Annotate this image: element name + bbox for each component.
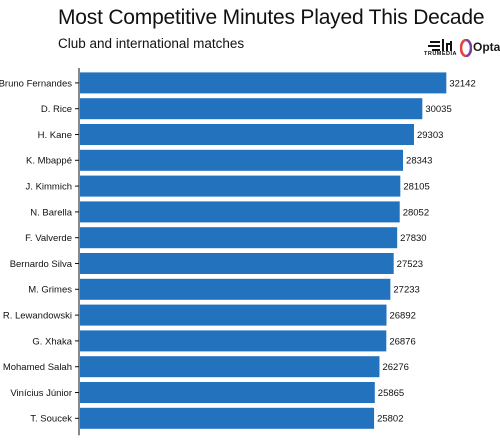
bar-n-barella [80, 201, 400, 223]
truemedia-logo: TRUMEDIA [424, 36, 460, 62]
value-label-r-lewandowski: 26892 [389, 311, 415, 322]
value-label-bruno-fernandes: 32142 [449, 78, 475, 89]
value-label-m-grimes: 27233 [393, 285, 419, 296]
category-label-f-valverde: F. Valverde [25, 233, 72, 244]
category-label-j-kimmich: J. Kimmich [26, 182, 72, 193]
category-label-m-grimes: M. Grimes [28, 285, 72, 296]
bar-bernardo-silva [80, 253, 394, 274]
category-label-d-rice: D. Rice [41, 104, 72, 115]
value-label-h-kane: 29303 [417, 130, 443, 141]
chart-title: Most Competitive Minutes Played This Dec… [58, 6, 485, 29]
bar-g-xhaka [80, 330, 387, 352]
bar-h-kane [80, 124, 414, 145]
bar-j-kimmich [80, 175, 401, 197]
category-label-bruno-fernandes: Bruno Fernandes [0, 78, 72, 89]
opta-logo-text: Opta [473, 40, 500, 54]
category-label-bernardo-silva: Bernardo Silva [10, 259, 73, 270]
chart-subtitle: Club and international matches [58, 36, 245, 51]
category-label-vinicius-junior: Vinícius Júnior [10, 388, 72, 399]
value-label-f-valverde: 27830 [400, 233, 426, 244]
category-label-g-xhaka: G. Xhaka [32, 336, 72, 347]
category-label-t-soucek: T. Soucek [30, 414, 72, 425]
category-label-k-mbappe: K. Mbappé [26, 156, 72, 167]
bar-mohamed-salah [80, 356, 380, 378]
bar-f-valverde [80, 227, 398, 249]
opta-logo: Opta [460, 37, 500, 61]
value-label-j-kimmich: 28105 [403, 182, 429, 193]
truemedia-logo-text: TRUMEDIA [424, 51, 458, 57]
category-label-h-kane: H. Kane [38, 130, 72, 141]
bar-d-rice [80, 98, 423, 120]
value-label-g-xhaka: 26876 [389, 336, 415, 347]
bar-k-mbappe [80, 149, 404, 171]
value-label-bernardo-silva: 27523 [397, 259, 423, 270]
bar-bruno-fernandes [80, 72, 447, 94]
bar-m-grimes [80, 278, 391, 300]
value-label-d-rice: 30035 [425, 104, 451, 115]
value-label-n-barella: 28052 [403, 207, 429, 218]
category-label-r-lewandowski: R. Lewandowski [3, 311, 72, 322]
bar-t-soucek [80, 407, 375, 429]
value-label-vinicius-junior: 25865 [378, 388, 404, 399]
category-label-n-barella: N. Barella [30, 207, 72, 218]
bar-vinicius-junior [80, 382, 375, 403]
opta-logo-icon [460, 39, 472, 57]
category-label-mohamed-salah: Mohamed Salah [3, 362, 72, 373]
logo-group: TRUMEDIA Opta [424, 36, 500, 62]
value-label-mohamed-salah: 26276 [382, 362, 408, 373]
value-label-t-soucek: 25802 [377, 414, 403, 425]
value-label-k-mbappe: 28343 [406, 156, 432, 167]
bar-r-lewandowski [80, 304, 387, 326]
truemedia-logo-icon [428, 39, 452, 51]
